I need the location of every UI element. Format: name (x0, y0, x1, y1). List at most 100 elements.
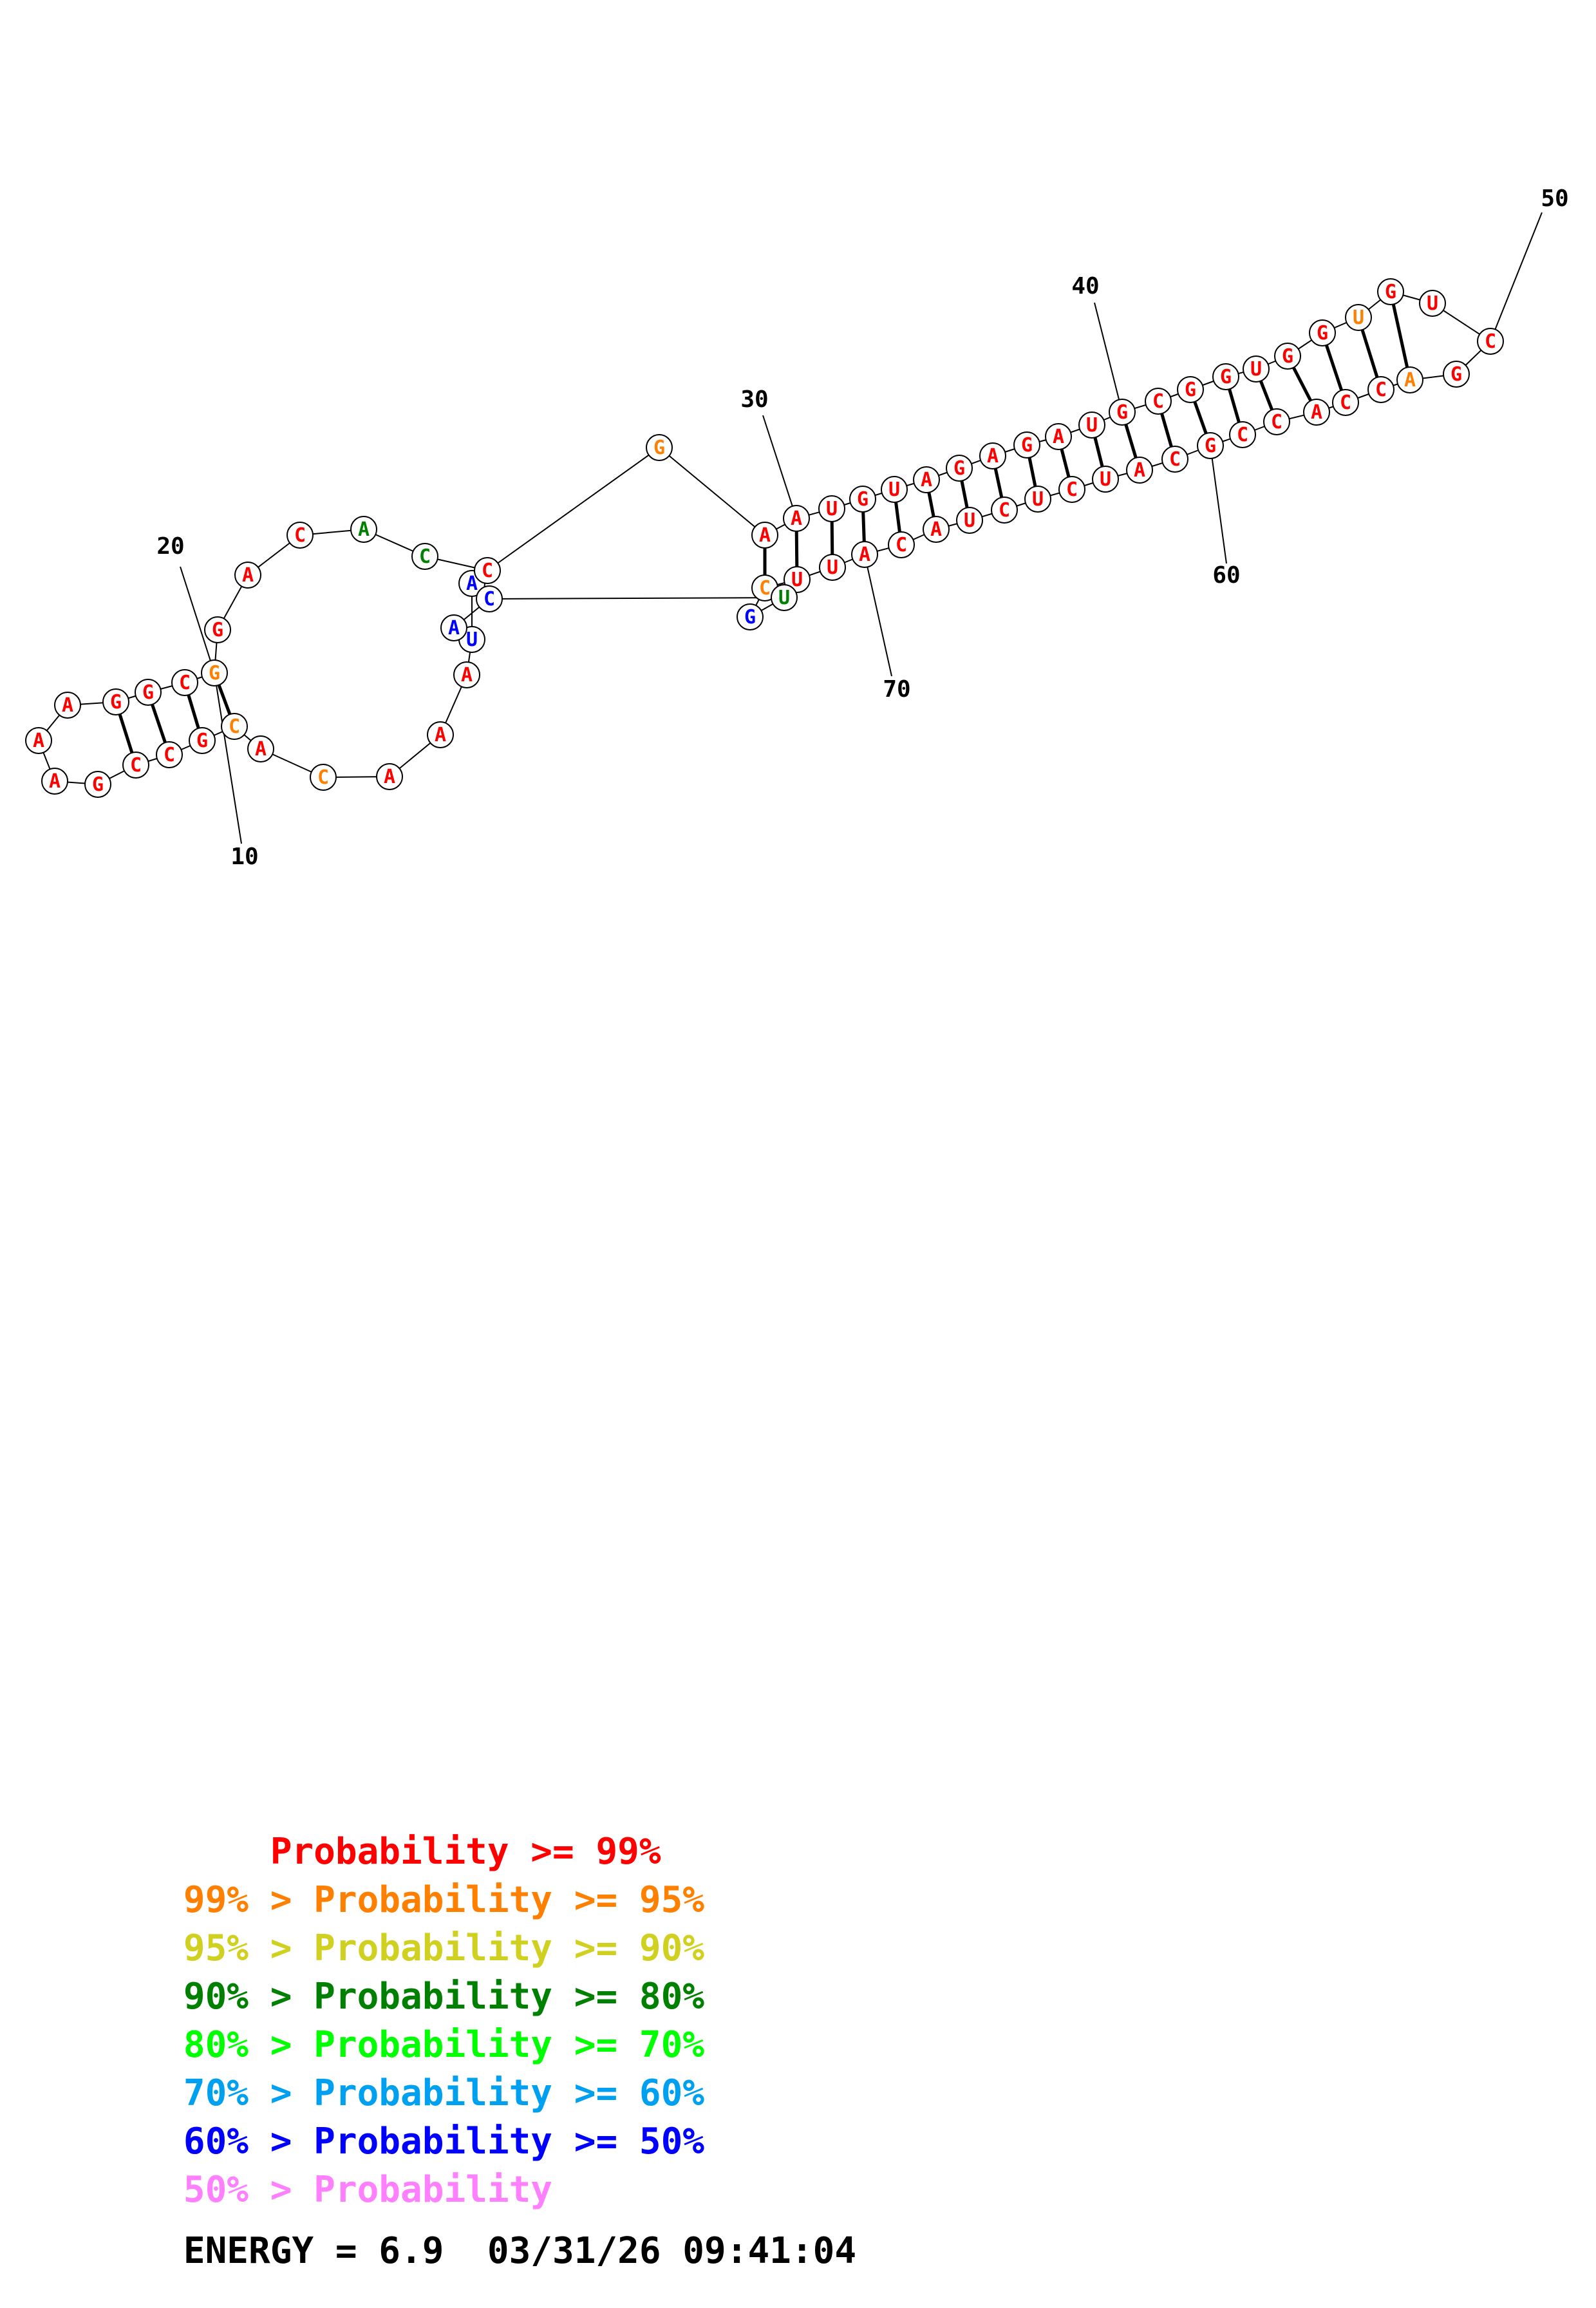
base-node: A (913, 466, 940, 493)
base-node: A (25, 727, 52, 754)
base-letter: A (461, 664, 473, 686)
base-node: A (41, 768, 68, 795)
base-node: U (1345, 304, 1372, 331)
base-node: A (376, 763, 403, 790)
base-letter: A (466, 572, 478, 595)
base-letter: A (1311, 401, 1322, 424)
base-node: U (818, 495, 845, 522)
base-node: G (204, 616, 231, 643)
base-circle (1367, 376, 1394, 403)
base-letter: A (62, 694, 73, 717)
base-node: A (350, 516, 377, 543)
base-letter: A (859, 544, 870, 566)
base-circle (310, 764, 337, 791)
base-letter: C (482, 560, 493, 582)
base-circle (411, 543, 438, 570)
base-circle (1419, 290, 1446, 317)
base-circle (979, 442, 1006, 469)
base-letter: C (1375, 379, 1387, 401)
base-node: C (476, 585, 503, 612)
base-circle (1126, 457, 1153, 484)
position-tick (1210, 445, 1227, 564)
base-node: C (122, 752, 149, 779)
base-letter: U (826, 498, 838, 520)
base-node: G (1309, 319, 1336, 346)
base-circle (819, 554, 846, 581)
base-circle (1197, 432, 1224, 459)
base-letter: C (1237, 424, 1248, 446)
base-letter: C (164, 744, 175, 766)
position-tick (180, 566, 215, 674)
position-label: 10 (230, 844, 258, 870)
base-letter: C (1485, 330, 1496, 353)
base-circle (54, 692, 81, 719)
base-letter: U (1100, 468, 1111, 491)
base-node: A (54, 692, 81, 719)
base-circle (1332, 389, 1359, 416)
base-letter: U (827, 556, 838, 579)
base-circle (1013, 431, 1040, 459)
base-letter: G (1317, 322, 1328, 345)
base-circle (1058, 476, 1085, 503)
base-node: G (1177, 376, 1204, 403)
base-letter: G (953, 457, 965, 480)
base-circle (1229, 421, 1256, 448)
base-node: U (1243, 355, 1270, 383)
base-letter: C (759, 577, 771, 600)
base-circle (849, 486, 876, 513)
base-circle (1396, 366, 1423, 393)
base-node: G (135, 679, 162, 706)
base-circle (474, 557, 501, 584)
base-node: A (1045, 423, 1072, 450)
base-letter: A (930, 518, 942, 541)
base-circle (350, 516, 377, 543)
base-circle (783, 505, 810, 532)
base-circle (1045, 423, 1072, 450)
base-letter: U (1250, 358, 1262, 381)
base-circle (923, 516, 950, 543)
base-node: A (453, 661, 480, 688)
base-node: C (411, 543, 438, 570)
base-letter: G (1385, 281, 1396, 303)
base-circle (851, 541, 878, 568)
base-node: C (1263, 408, 1290, 435)
base-node: C (1145, 388, 1172, 415)
position-label: 40 (1071, 273, 1099, 299)
position-label: 30 (740, 386, 768, 413)
base-letter: C (419, 545, 431, 568)
base-letter: C (229, 715, 240, 738)
base-circle (1303, 399, 1330, 426)
base-circle (1309, 319, 1336, 346)
base-letter: A (435, 724, 446, 746)
position-label: 50 (1541, 185, 1568, 212)
base-circle (818, 495, 845, 522)
base-pair-bond (1389, 291, 1412, 381)
base-node: C (888, 531, 915, 558)
base-letter: A (49, 770, 61, 793)
base-letter: A (759, 524, 771, 547)
base-node: U (956, 507, 983, 534)
base-circle (1477, 328, 1504, 355)
position-tick (762, 415, 797, 519)
base-circle (881, 476, 908, 503)
base-circle (1263, 408, 1290, 435)
base-letter: C (1066, 478, 1078, 501)
base-circle (1345, 304, 1372, 331)
base-node: U (1078, 411, 1105, 439)
base-letter: G (1450, 363, 1462, 386)
base-letter: G (1021, 434, 1033, 457)
base-letter: A (791, 507, 802, 530)
base-node: C (1058, 476, 1085, 503)
base-circle (946, 455, 973, 482)
base-letter: A (1053, 426, 1064, 448)
backbone-segment (489, 597, 785, 600)
base-circle (427, 721, 454, 748)
base-node: G (84, 771, 111, 798)
base-letter: G (1282, 345, 1293, 368)
base-circle (201, 659, 228, 686)
base-node: C (991, 497, 1018, 524)
base-letter: U (1427, 292, 1438, 315)
backbone-segment (659, 447, 765, 536)
